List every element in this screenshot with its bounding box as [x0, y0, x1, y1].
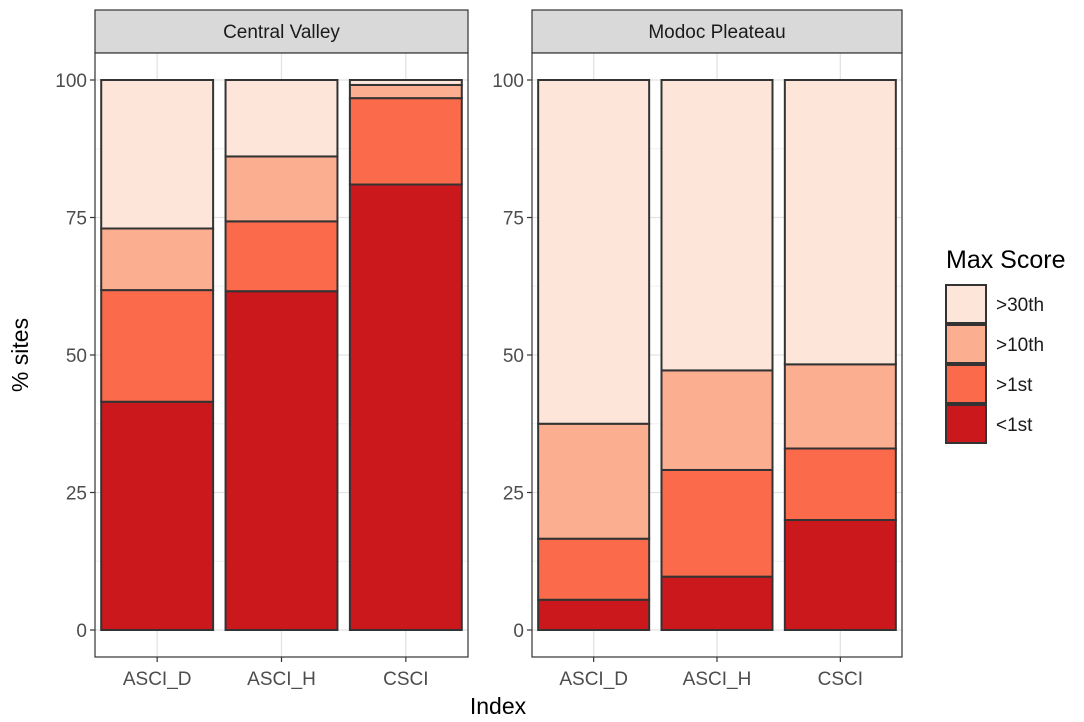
y-tick-label: 50 [503, 346, 524, 367]
bar-segment [537, 598, 651, 631]
bar-segment [348, 83, 463, 100]
legend-label: >1st [996, 375, 1033, 396]
x-tick-label: ASCI_D [123, 669, 192, 690]
bar-segment [348, 183, 463, 631]
x-tick-label: ASCI_H [247, 669, 316, 690]
y-tick-label: 75 [66, 209, 87, 230]
bar-segment [348, 79, 463, 86]
bar-segment [783, 447, 897, 521]
legend-title: Max Score [946, 246, 1065, 274]
legend-label: >30th [996, 295, 1044, 316]
bar-segment [660, 79, 774, 372]
bar-segment [100, 79, 215, 230]
legend-key [945, 364, 987, 404]
facet-strip [94, 9, 469, 54]
y-tick-label: 75 [503, 209, 524, 230]
bar-segment [348, 97, 463, 186]
x-axis-title: Index [470, 693, 527, 719]
facet-panel: Modoc Pleateau 0 25 50 75 100 ASCI_D ASCI_H CSCI [492, 9, 903, 690]
y-tick-label: 100 [492, 71, 524, 92]
bar-segment [660, 369, 774, 471]
bar-segment [783, 79, 897, 366]
bars [100, 79, 463, 631]
x-tick-label: CSCI [818, 669, 863, 690]
bar-segment [783, 519, 897, 631]
bar-segment [100, 227, 215, 292]
y-tick-label: 25 [503, 484, 524, 505]
x-tick-label: ASCI_H [683, 669, 752, 690]
bar-segment [537, 79, 651, 425]
bar-segment [783, 363, 897, 450]
bar-segment [224, 155, 339, 223]
y-tick-label: 100 [55, 71, 87, 92]
bar-segment [537, 537, 651, 601]
legend-key [945, 284, 987, 324]
bar-segment [224, 79, 339, 158]
legend-label: <1st [996, 415, 1033, 436]
bar-segment [537, 422, 651, 540]
y-axis-title: % sites [7, 318, 33, 392]
x-tick-label: CSCI [383, 669, 428, 690]
bar-segment [100, 289, 215, 403]
legend-label: >10th [996, 335, 1044, 356]
legend-key [945, 324, 987, 364]
y-tick-label: 25 [66, 484, 87, 505]
y-tick-label: 50 [66, 346, 87, 367]
facet-strip [531, 9, 903, 54]
facet-panel: Central Valley 0 25 50 75 100 ASCI_D ASCI_H CSCI [55, 9, 469, 690]
bars [537, 79, 897, 632]
legend-key [945, 404, 987, 444]
bar-segment [100, 400, 215, 631]
bar-segment [224, 220, 339, 293]
facet-title: Central Valley [223, 22, 340, 43]
y-tick-label: 0 [513, 621, 524, 642]
legend: Max Score >30th >10th >1st <1st [945, 246, 1065, 444]
x-tick-label: ASCI_D [559, 669, 628, 690]
facet-panels: Central Valley 0 25 50 75 100 ASCI_D ASCI_H CSCI… [55, 9, 903, 690]
bar-segment [660, 468, 774, 578]
facet-title: Modoc Pleateau [648, 22, 785, 43]
y-tick-label: 0 [76, 621, 87, 642]
bar-segment [660, 575, 774, 632]
bar-segment [224, 290, 339, 631]
